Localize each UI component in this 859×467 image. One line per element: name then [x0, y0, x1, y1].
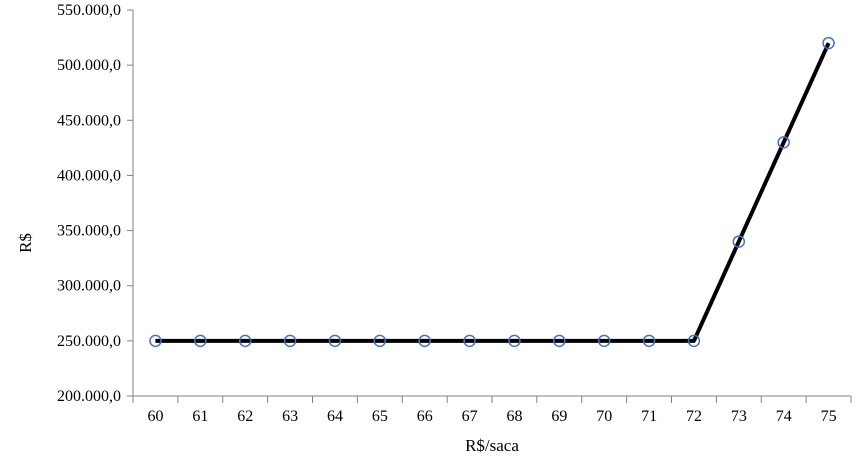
x-axis-ticks	[132, 396, 852, 403]
data-point	[194, 334, 207, 348]
data-point	[328, 334, 342, 348]
data-point	[687, 334, 701, 348]
x-tick-label: 73	[731, 408, 747, 425]
x-tick-label: 62	[237, 408, 253, 425]
data-point	[373, 334, 387, 348]
y-tick-label: 350.000,0	[57, 223, 121, 240]
x-tick-label: 63	[282, 408, 298, 425]
y-tick-label: 550.000,0	[57, 2, 121, 19]
data-point	[732, 235, 746, 248]
data-point	[418, 334, 431, 348]
y-tick-label: 300.000,0	[57, 278, 121, 295]
data-point	[463, 334, 476, 348]
data-point	[283, 334, 297, 348]
x-axis-tick-labels: 60 61 62 63 64 65 66 67 68 69 70 71 72 73 74 75	[147, 408, 836, 425]
x-tick-label: 74	[776, 408, 792, 425]
y-axis-title: R$	[16, 233, 35, 253]
data-point	[822, 36, 835, 50]
y-tick-label: 250.000,0	[57, 333, 121, 350]
x-tick-label: 75	[821, 408, 837, 425]
x-tick-label: 69	[551, 408, 567, 425]
y-tick-label: 500.000,0	[57, 57, 121, 74]
x-tick-label: 60	[147, 408, 163, 425]
x-tick-label: 64	[327, 408, 343, 425]
data-point	[642, 334, 656, 348]
data-point	[238, 334, 252, 348]
data-markers	[149, 36, 835, 348]
data-point	[777, 136, 790, 149]
x-tick-label: 68	[506, 408, 522, 425]
x-tick-label: 72	[686, 408, 702, 425]
y-tick-label: 200.000,0	[57, 388, 121, 405]
y-axis-tick-labels: 200.000,0 250.000,0 300.000,0 350.000,0 400.…	[57, 2, 121, 405]
x-tick-label: 71	[641, 408, 657, 425]
x-tick-label: 65	[372, 408, 388, 425]
x-tick-label: 70	[596, 408, 612, 425]
x-axis-title: R$/saca	[465, 436, 519, 455]
data-point	[597, 334, 611, 348]
series-line	[155, 42, 831, 343]
y-tick-label: 450.000,0	[57, 112, 121, 129]
x-tick-label: 61	[192, 408, 208, 425]
y-axis-ticks	[127, 9, 133, 397]
data-point	[149, 334, 162, 348]
y-tick-label: 400.000,0	[57, 167, 121, 184]
x-tick-label: 67	[462, 408, 478, 425]
series-lines	[155, 42, 831, 343]
x-tick-label: 66	[417, 408, 433, 425]
data-point	[553, 334, 566, 348]
axes	[132, 10, 851, 397]
data-point	[508, 334, 521, 348]
